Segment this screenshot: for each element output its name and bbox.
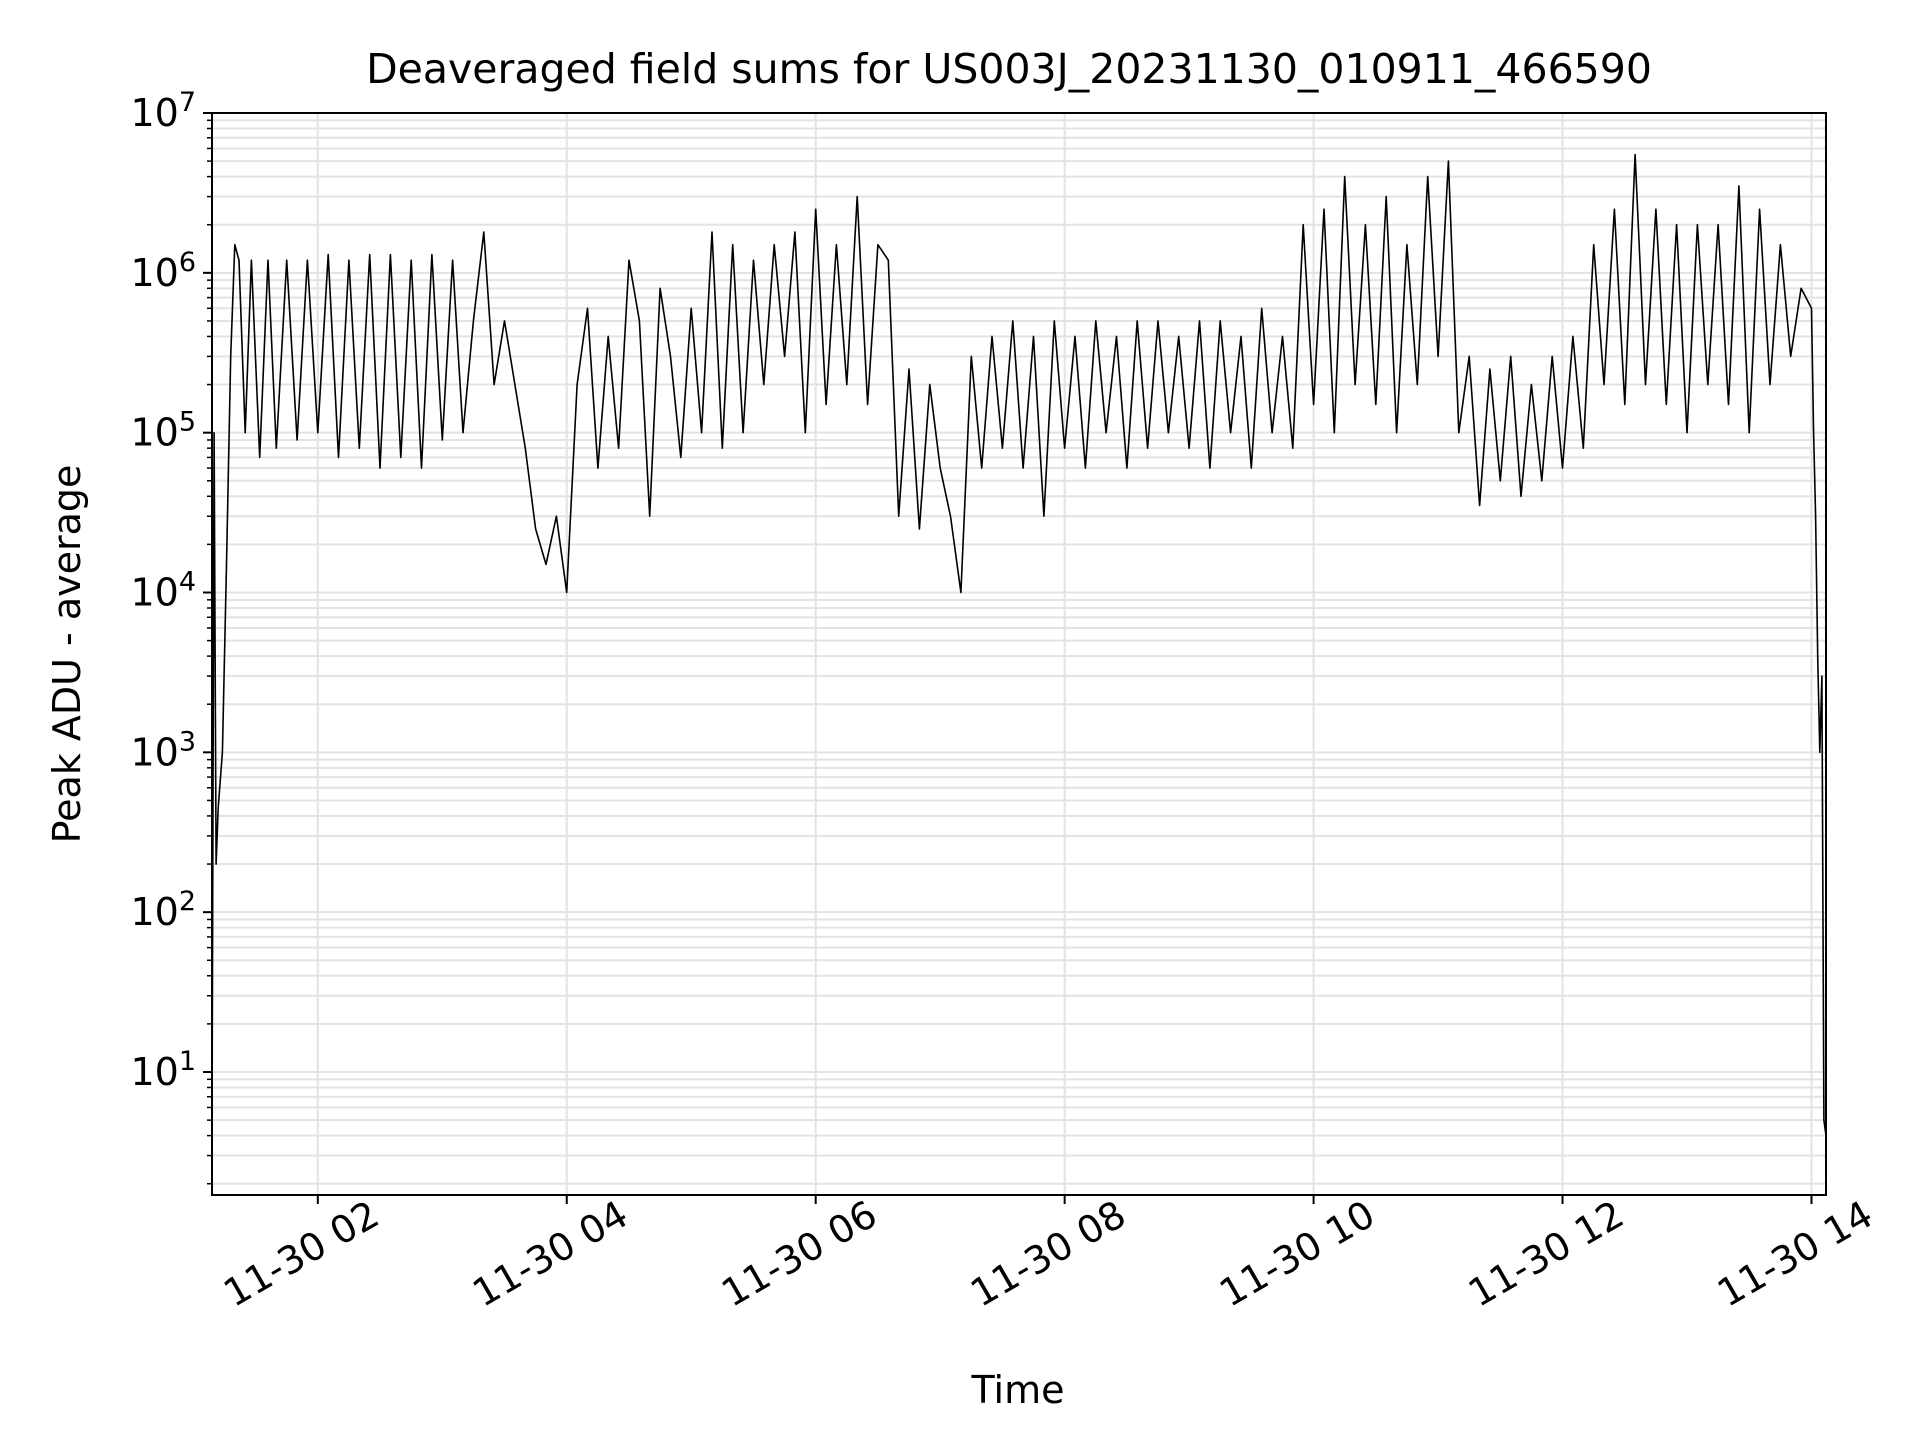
y-tick-label: 101 <box>130 1046 196 1094</box>
y-tick-label: 103 <box>130 726 196 774</box>
y-tick-label: 106 <box>130 247 196 295</box>
y-tick-label: 105 <box>130 407 196 455</box>
series-layer <box>211 153 1827 1136</box>
chart-title: Deaveraged field sums for US003J_2023113… <box>366 45 1652 93</box>
y-axis: 101 102 103 104 105 106 107 <box>130 87 212 1185</box>
series-line <box>211 153 1827 1136</box>
x-axis-label: Time <box>971 1368 1065 1412</box>
grid-lines <box>212 112 1826 1195</box>
y-tick-label: 104 <box>130 567 196 615</box>
y-tick-label: 107 <box>130 87 196 135</box>
y-axis-label: Peak ADU - average <box>45 465 89 844</box>
plot-frame <box>211 112 1827 1196</box>
y-tick-label: 102 <box>130 886 196 934</box>
